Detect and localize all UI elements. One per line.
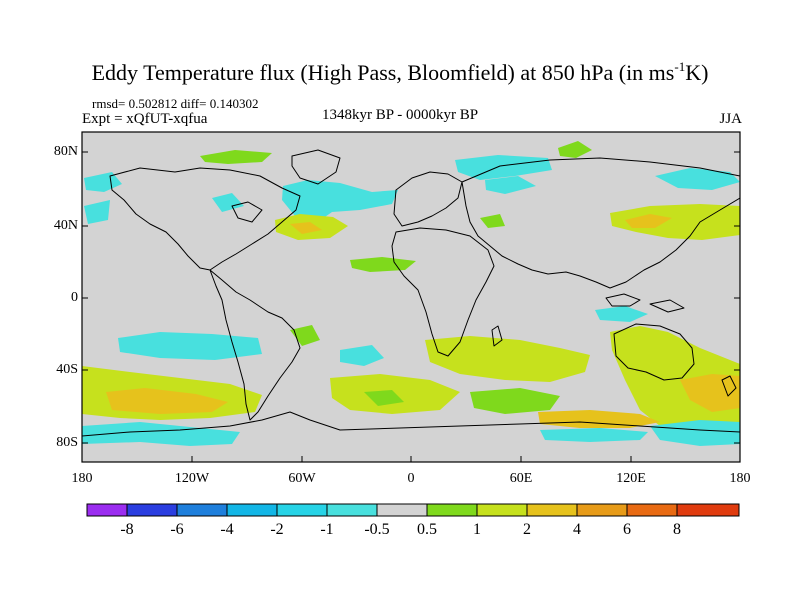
anomaly-region [470,388,560,414]
lat-label: 80N [53,144,78,159]
colorbar-label: 0.5 [417,521,437,538]
colorbar-label: 6 [623,521,631,538]
plot-title: Eddy Temperature flux (High Pass, Bloomf… [91,59,709,85]
coastline [109,167,301,271]
period-label: 1348kyr BP - 0000kyr BP [322,107,479,123]
lon-label: 60W [288,471,316,486]
colorbar-box [676,503,740,517]
colorbar-label: 1 [473,521,481,538]
coastline [82,411,740,437]
anomaly-region [282,180,398,226]
coastline [291,149,341,185]
anomaly-region [595,306,648,322]
anomaly-fill-layer [82,141,740,446]
anomaly-region [455,155,552,180]
anomaly-region [425,336,590,382]
coastline [721,375,737,397]
colorbar-box [326,503,378,517]
lon-label: 120W [174,471,210,486]
lon-label: 60E [509,471,533,486]
anomaly-region [118,332,262,360]
lat-label: 40S [56,362,78,377]
coastline [391,227,495,357]
anomaly-region [82,422,240,446]
lon-label: 0 [407,471,415,486]
anomaly-region [625,214,672,228]
anomaly-region [610,204,740,240]
anomaly-region [558,141,592,158]
colorbar-label: -6 [170,521,184,538]
anomaly-region [680,374,740,412]
colorbar [86,503,740,517]
colorbar-label: -2 [270,521,284,538]
coastline [393,171,463,227]
coastline [605,293,641,307]
anomaly-region [84,172,122,192]
coastline [491,325,503,347]
colorbar-box [176,503,228,517]
colorbar-label: -8 [120,521,134,538]
anomaly-region [290,325,320,346]
colorbar-box [126,503,178,517]
colorbar-label: -1 [320,521,334,538]
colorbar-label: -0.5 [364,521,390,538]
coastline [613,323,695,381]
colorbar-box [426,503,478,517]
colorbar-box [276,503,328,517]
lon-label: 180 [71,471,93,486]
colorbar-box [526,503,578,517]
anomaly-region [655,168,740,190]
colorbar-box [226,503,278,517]
colorbar-box [626,503,678,517]
lat-label: 0 [71,290,78,305]
colorbar-label: 2 [523,521,531,538]
colorbar-label: -4 [220,521,234,538]
colorbar-label: 8 [673,521,681,538]
anomaly-region [540,428,648,442]
anomaly-region [340,345,384,366]
coastline [649,299,685,313]
colorbar-box [376,503,428,517]
anomaly-region [480,214,505,228]
colorbar-box [576,503,628,517]
lat-label: 80S [56,435,78,450]
anomaly-region [212,193,244,212]
rmsd-diff-stats: rmsd= 0.502812 diff= 0.140302 [92,96,259,111]
lon-label: 120E [616,471,646,486]
anomaly-region [84,200,110,224]
anomaly-region [538,410,660,428]
anomaly-region [290,222,322,234]
coastline [461,157,740,289]
anomaly-region [200,150,272,164]
lat-label: 40N [53,218,78,233]
colorbar-label: 4 [573,521,581,538]
coastlines [82,149,740,437]
anomaly-region [350,257,416,272]
coastline [231,201,263,223]
lon-label: 180 [729,471,751,486]
anomaly-region [106,388,228,414]
anomaly-region [650,420,740,446]
experiment-label: Expt = xQfUT-xqfua [82,111,208,127]
anomaly-region [485,176,536,194]
season-label: JJA [719,111,742,127]
colorbar-box [86,503,128,517]
colorbar-box [476,503,528,517]
anomaly-region [364,390,404,406]
axis-ticks [81,151,741,462]
coastline [209,269,301,421]
